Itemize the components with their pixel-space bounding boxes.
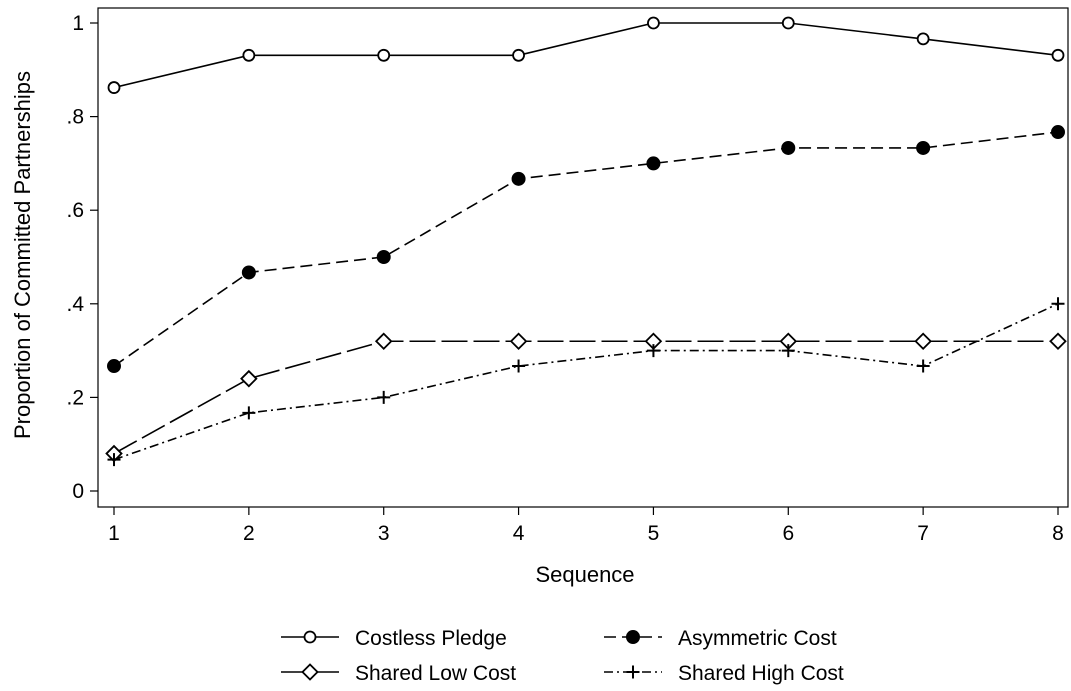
legend-item: Shared Low Cost [281,662,516,685]
x-tick-label: 5 [648,522,660,545]
data-point [1051,297,1065,311]
series-line [113,22,1059,89]
x-tick-label: 8 [1052,522,1064,545]
data-point [781,16,795,30]
data-point [646,156,661,171]
series-2 [105,332,1067,463]
data-point [647,16,660,30]
data-point [240,369,258,388]
y-tick-label: .4 [66,293,84,316]
x-tick-label: 3 [378,522,390,545]
data-point [242,406,256,420]
series-1 [107,125,1065,374]
data-point [511,171,526,186]
legend-marker [303,630,317,644]
legend: Costless Pledge Asymmetric Cost Shared Low… [281,627,844,685]
y-axis-label: Proportion of Committed Partnerships [10,71,35,439]
data-point [376,250,391,264]
x-tick-label: 6 [782,522,794,545]
data-point [509,332,528,351]
legend-marker [626,630,640,644]
series-layer [105,16,1067,467]
data-point [374,332,393,351]
data-point [107,453,121,467]
series-0 [107,16,1065,94]
series-3 [107,297,1065,467]
data-point [916,32,930,46]
x-tick-label: 4 [513,522,525,545]
data-point [377,390,391,404]
data-point [107,359,121,374]
data-point [377,48,391,62]
x-tick-label: 7 [917,522,929,545]
data-point [107,81,121,94]
legend-label: Shared Low Cost [355,662,516,685]
data-point [1051,48,1065,62]
legend-item: Shared High Cost [604,662,844,685]
data-point [512,359,526,373]
data-point [646,344,660,358]
y-tick-label: 1 [72,12,84,35]
data-point [241,265,256,280]
data-point [242,48,256,62]
legend-item: Asymmetric Cost [604,627,837,650]
data-point [781,344,795,358]
y-tick-label: .2 [66,386,84,409]
series-line [113,340,1058,455]
legend-marker [301,663,319,681]
legend-label: Asymmetric Cost [678,627,837,650]
y-tick-label: .6 [66,199,84,222]
data-point [1051,125,1065,140]
axes: 0 .2 .4 .6 .8 1 1 2 3 4 5 6 7 8 [66,7,1069,545]
data-point [916,140,931,155]
legend-item: Costless Pledge [281,627,507,650]
series-line [113,131,1059,367]
x-tick-label: 1 [108,522,120,545]
legend-marker [626,665,640,679]
x-axis-label: Sequence [535,562,634,587]
data-point [1049,332,1067,351]
plot-frame [97,7,1069,508]
y-tick-label: .8 [66,106,84,129]
data-point [781,140,796,155]
data-point [914,332,932,351]
data-point [916,359,930,373]
y-tick-label: 0 [72,480,84,503]
x-tick-label: 2 [243,522,255,545]
series-line [113,303,1059,461]
data-point [512,48,525,62]
legend-label: Shared High Cost [678,662,844,685]
legend-label: Costless Pledge [355,627,507,650]
